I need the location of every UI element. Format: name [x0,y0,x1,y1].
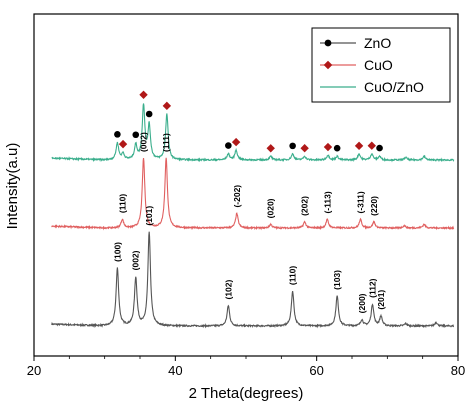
series-line-CuO [51,157,455,231]
hkl-label: (110) [117,194,127,214]
hkl-label: (220) [369,196,379,216]
hkl-label: (002) [131,250,141,270]
x-tick-label: 40 [168,363,182,378]
hkl-label: (-113) [322,191,332,213]
zno-peak-marker [114,131,121,138]
hkl-label: (020) [266,198,276,218]
hkl-label: (102) [223,279,233,299]
zno-peak-marker [225,142,232,149]
legend-marker-diamond [323,60,333,70]
hkl-label: (-311) [355,191,365,213]
hkl-label: (101) [144,206,154,226]
zno-peak-marker [145,110,153,118]
hkl-label: (100) [112,242,122,262]
series-line-ZnO [51,231,454,329]
hkl-label: (202) [300,196,310,216]
cuo-peak-marker [162,101,172,111]
x-axis: 20 40 60 80 [27,356,465,378]
legend-label: CuO/ZnO [364,79,424,95]
cuo-peak-marker [118,139,128,149]
hkl-labels-layer: (100) (002) (101) (102) (110) (103) (200)(112)… [112,132,386,313]
x-tick-label: 60 [309,363,323,378]
legend-label: CuO [364,57,393,73]
markers-layer [114,90,383,153]
cuo-peak-marker [139,90,148,99]
cuo-peak-marker [323,142,333,152]
hkl-label: (200) [357,293,367,313]
hkl-label: (111) [161,133,171,152]
y-axis-title: Intensity(a.u) [4,143,21,230]
zno-peak-marker [289,142,296,150]
series-line-CuO/ZnO [51,103,455,163]
legend: ZnO CuO CuO/ZnO [311,27,451,103]
x-tick-label: 20 [27,363,41,378]
hkl-label: (103) [332,270,342,290]
hkl-label: (201) [376,290,386,310]
zno-peak-marker [376,144,383,152]
zno-peak-marker [333,144,341,152]
hkl-label: (110) [288,266,298,286]
x-tick-label: 80 [451,363,465,378]
cuo-peak-marker [231,137,241,147]
zno-peak-marker [132,131,140,139]
legend-label: ZnO [364,35,391,51]
hkl-label: (112) [367,278,377,298]
hkl-label: (002) [139,132,149,152]
cuo-peak-marker [300,144,309,153]
spectra-layer [51,103,455,329]
legend-marker-circle [324,39,332,47]
hkl-label: (-202) [232,185,242,208]
x-axis-title: 2 Theta(degrees) [189,385,304,402]
cuo-peak-marker [367,141,376,150]
cuo-peak-marker [266,144,275,153]
cuo-peak-marker [354,141,364,151]
